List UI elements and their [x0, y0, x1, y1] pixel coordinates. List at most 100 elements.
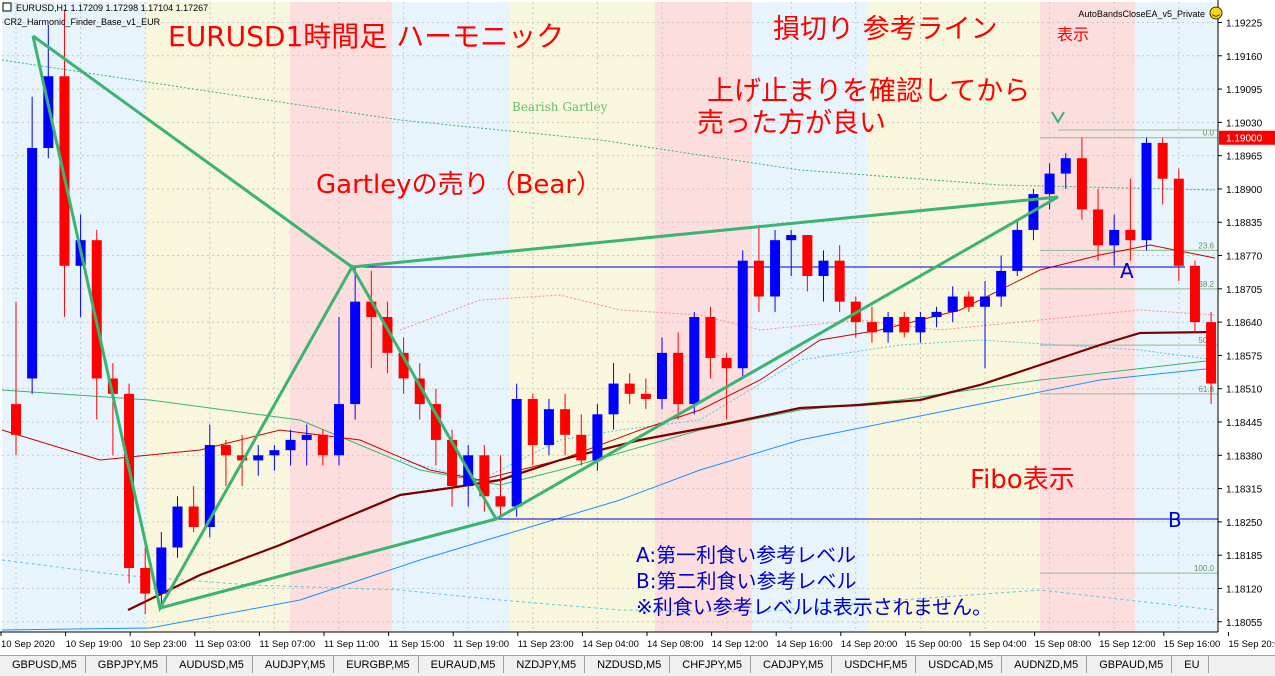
- x-tick-label: 10 Sep 19:00: [66, 639, 123, 650]
- candle-body: [11, 404, 21, 435]
- window-menu-icon[interactable]: [2, 2, 12, 12]
- note-a: A:第一利食い参考レベル: [636, 543, 856, 567]
- gartley-xb: [32, 34, 353, 269]
- smiley-mouth: [1212, 14, 1220, 17]
- candle-body: [640, 393, 651, 399]
- candle-body: [657, 352, 667, 399]
- y-axis: 1.19225 1.19160 1.19095 1.19030 1.18965 1.189…: [1217, 0, 1275, 657]
- symbol-tab[interactable]: AUDNZD,M5: [1002, 656, 1088, 673]
- x-tick-label: 11 Sep 07:00: [259, 639, 315, 650]
- y-tick-label: 1.18250: [1226, 518, 1263, 529]
- x-tick-label: 14 Sep 04:00: [582, 639, 639, 650]
- x-tick-label: 15 Sep 00:00: [905, 639, 962, 650]
- candle-body: [1206, 322, 1217, 384]
- candle-body: [253, 455, 264, 461]
- smiley-icon[interactable]: [1209, 6, 1223, 20]
- candle-body: [721, 357, 732, 369]
- x-tick-label: 15 Sep 04:00: [970, 639, 1027, 650]
- symbol-tab[interactable]: AUDUSD,M5: [167, 656, 253, 673]
- candle-body: [285, 439, 296, 451]
- candle-body: [770, 240, 781, 297]
- symbol-tab[interactable]: GBPAUD,M5: [1087, 656, 1173, 673]
- x-tick-label: 10 Sep 2020: [1, 639, 55, 650]
- y-tick-label: 1.18575: [1226, 351, 1263, 362]
- candle-body: [430, 404, 441, 440]
- candle-body: [737, 260, 748, 369]
- candle-body: [382, 317, 393, 353]
- symbol-tab[interactable]: USDCAD,M5: [916, 656, 1003, 673]
- candle-body: [931, 311, 942, 317]
- x-tick-label: 10 Sep 23:00: [130, 639, 187, 650]
- symbol-tab[interactable]: EU: [1172, 656, 1209, 673]
- candle-body: [527, 398, 538, 446]
- symbol-tab[interactable]: CHFJPY,M5: [670, 656, 751, 673]
- symbol-tab[interactable]: EURGBP,M5: [334, 656, 419, 673]
- symbol-tab[interactable]: CADJPY,M5: [751, 656, 833, 673]
- x-tick-label: 14 Sep 20:00: [841, 639, 898, 650]
- candle-body: [624, 383, 635, 394]
- y-tick-label: 1.18965: [1226, 152, 1263, 163]
- candle-body: [43, 76, 54, 148]
- gartley-cd: [495, 196, 1059, 520]
- symbol-tab[interactable]: AUDJPY,M5: [253, 656, 335, 673]
- fib-level-label: 38.2: [1198, 280, 1214, 289]
- x-tick-label: 15 Sep 08:00: [1035, 639, 1092, 650]
- ma-thick: [127, 330, 1216, 611]
- symbol-tab[interactable]: EURAUD,M5: [419, 656, 505, 673]
- candle-body: [1076, 158, 1087, 210]
- indicator-info: CR2_Harmonic_Finder_Base_v1_EUR: [4, 17, 161, 27]
- symbol-tab[interactable]: GBPJPY,M5: [86, 656, 168, 673]
- symbol-tab[interactable]: GBPUSD,M5: [0, 656, 86, 673]
- x-tick-label: 11 Sep 19:00: [453, 639, 509, 650]
- candle-body: [366, 301, 377, 317]
- x-tick-label: 11 Sep 15:00: [389, 639, 445, 650]
- ea-label: AutoBandsCloseEA_v5_Private: [1078, 9, 1205, 19]
- session-band: [290, 2, 392, 632]
- candle-body: [1012, 229, 1023, 271]
- annotation-confirm-1: 上げ止まりを確認してから: [707, 76, 1030, 107]
- session-band: [392, 2, 510, 632]
- candle-body: [447, 439, 458, 487]
- candle-body: [689, 317, 700, 405]
- candle-body: [980, 296, 990, 307]
- annotation-fibo: Fibo表示: [970, 465, 1075, 495]
- candle-body: [543, 409, 554, 446]
- session-band: [1040, 2, 1135, 632]
- gartley-pattern: [31, 34, 1059, 613]
- session-band: [1135, 2, 1218, 632]
- bollinger-lower: [1, 559, 1216, 613]
- candle-body: [560, 409, 571, 435]
- y-tick-label: 1.18510: [1226, 385, 1263, 396]
- y-tick-label: 1.18640: [1226, 318, 1263, 329]
- y-axis-bg: [1218, 0, 1275, 657]
- candle-body: [495, 496, 506, 507]
- candle-body: [479, 455, 490, 497]
- current-price-label: 1.19000: [1226, 134, 1263, 145]
- candle-body: [511, 398, 522, 507]
- fib-level-label: 100.0: [1194, 564, 1215, 573]
- y-tick-label: 1.18705: [1226, 285, 1263, 296]
- candle-body: [963, 296, 974, 307]
- candle-body: [996, 270, 1007, 297]
- annotation-title: EURUSD1時間足 ハーモニック: [168, 20, 564, 53]
- candle-body: [91, 240, 102, 379]
- session-band: [510, 2, 655, 632]
- fib-level-label: 23.6: [1198, 241, 1214, 250]
- x-tick-label: 14 Sep 16:00: [776, 639, 833, 650]
- note-b: B:第二利食い参考レベル: [636, 569, 856, 593]
- symbol-tab[interactable]: NZDJPY,M5: [504, 656, 586, 673]
- candle-body: [334, 404, 344, 456]
- candles: [11, 9, 1249, 615]
- note-c: ※利食い参考レベルは表示されません。: [636, 595, 992, 619]
- y-tick-label: 1.18055: [1226, 618, 1263, 629]
- symbol-tab[interactable]: USDCHF,M5: [832, 656, 917, 673]
- fib-level-label: 0.0: [1203, 129, 1215, 138]
- symbol-tab[interactable]: NZDUSD,M5: [585, 656, 671, 673]
- candle-body: [124, 393, 135, 568]
- candle-body: [172, 506, 183, 548]
- x-axis: 10 Sep 2020 10 Sep 19:00 10 Sep 23:00 11 Se…: [0, 631, 1275, 655]
- ma-blue: [1, 367, 1216, 631]
- candle-body: [1060, 158, 1071, 174]
- bollinger-upper: [1, 59, 1216, 191]
